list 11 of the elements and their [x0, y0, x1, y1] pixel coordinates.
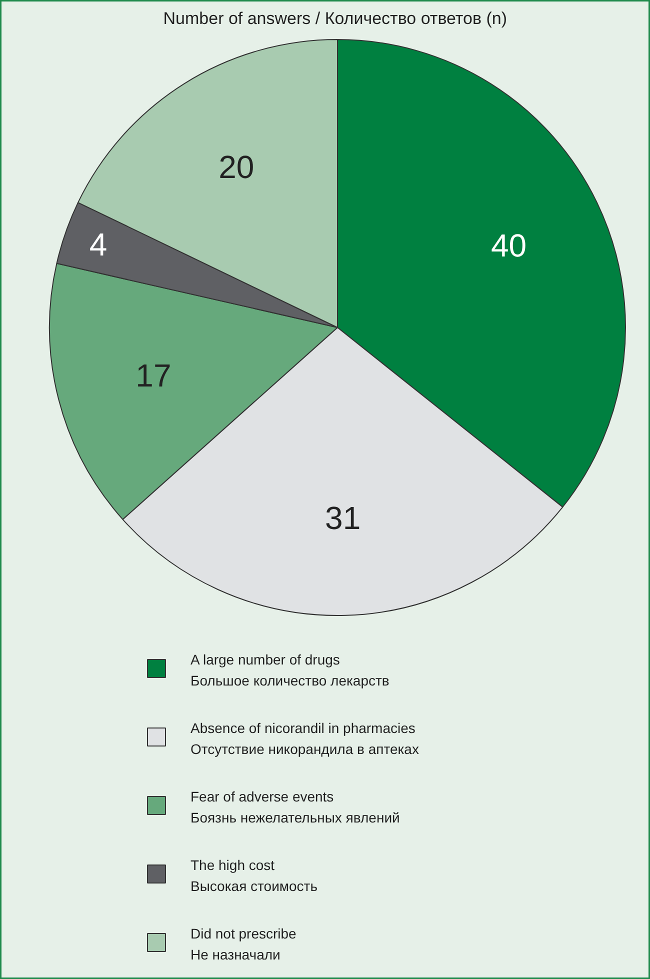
data-label: 31 [325, 500, 361, 536]
chart-title: Number of answers / Количество ответов (n) [163, 9, 508, 28]
data-label: 20 [218, 149, 254, 186]
legend-label: The high cost Высокая стоимость [190, 857, 318, 894]
legend-label: Fear of adverse events Боязнь нежелательных явлений [190, 788, 400, 826]
legend-label: A large number of drugs Большое количество лекарств [190, 652, 390, 688]
data-label: 17 [136, 357, 172, 394]
legend-label: Absence of nicorandil in pharmacies Отсутствие никорандила в аптеках [190, 720, 419, 757]
legend-label: Did not prescribe Не назначали [190, 926, 297, 962]
data-label: 40 [490, 228, 527, 264]
data-label: 4 [89, 226, 108, 262]
